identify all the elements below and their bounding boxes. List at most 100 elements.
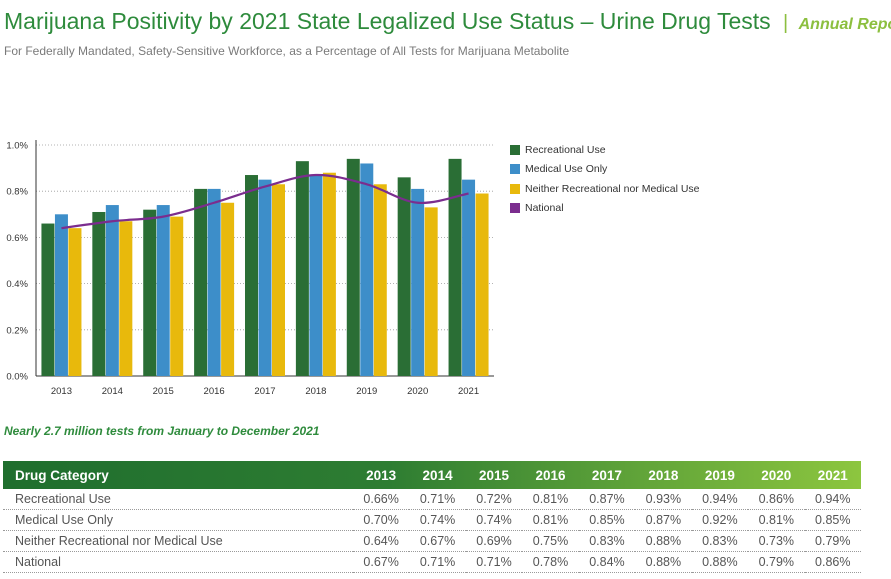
table-cell-value: 0.86% bbox=[804, 551, 861, 573]
table-cell-value: 0.88% bbox=[691, 551, 749, 573]
chart-legend: Recreational Use Medical Use Only Neither … bbox=[510, 140, 700, 218]
table-cell-value: 0.88% bbox=[635, 530, 692, 552]
legend-item: Recreational Use bbox=[510, 140, 700, 160]
table-cell-value: 0.78% bbox=[522, 551, 579, 573]
bar bbox=[346, 158, 360, 376]
table-cell-value: 0.79% bbox=[804, 530, 861, 552]
table-cell-value: 0.71% bbox=[465, 551, 523, 573]
annual-report-label: Annual Report bbox=[798, 16, 891, 33]
table-cell-value: 0.81% bbox=[522, 489, 579, 510]
bar bbox=[272, 184, 285, 376]
y-tick-label: 0.6% bbox=[6, 233, 28, 244]
table-cell-value: 0.94% bbox=[691, 489, 749, 510]
table-cell-value: 0.87% bbox=[578, 489, 636, 510]
bar bbox=[360, 163, 374, 376]
table-cell-category: Medical Use Only bbox=[3, 509, 353, 531]
table-cell-value: 0.67% bbox=[352, 551, 410, 573]
bar bbox=[448, 158, 462, 376]
table-cell-value: 0.79% bbox=[748, 551, 805, 573]
bar bbox=[207, 188, 221, 376]
legend-item: National bbox=[510, 199, 700, 219]
y-tick-label: 0.4% bbox=[6, 279, 28, 290]
bar bbox=[68, 228, 82, 376]
bar bbox=[475, 193, 489, 376]
table-cell-category: Neither Recreational nor Medical Use bbox=[3, 530, 353, 552]
title-separator: | bbox=[783, 12, 789, 34]
bar bbox=[143, 209, 157, 376]
table-cell-value: 0.94% bbox=[804, 489, 861, 510]
table-body: Recreational Use 0.66% 0.71% 0.72% 0.81% 0.87… bbox=[3, 489, 861, 573]
legend-swatch bbox=[510, 144, 520, 155]
x-tick-label: 2018 bbox=[305, 386, 326, 397]
chart-subtitle: For Federally Mandated, Safety-Sensitive… bbox=[4, 44, 570, 58]
table-header-year: 2019 bbox=[704, 467, 735, 483]
table-header-row: Drug Category 2013 2014 2015 2016 2017 2018 201… bbox=[3, 461, 861, 489]
table-cell-value: 0.71% bbox=[409, 489, 466, 510]
x-tick-label: 2014 bbox=[102, 386, 123, 397]
x-tick-label: 2020 bbox=[407, 386, 428, 397]
x-tick-label: 2015 bbox=[153, 386, 174, 397]
bar bbox=[245, 175, 258, 376]
table-header-category: Drug Category bbox=[15, 467, 109, 483]
table-cell-value: 0.70% bbox=[352, 509, 410, 531]
table-cell-value: 0.74% bbox=[465, 509, 523, 531]
table-cell-value: 0.85% bbox=[578, 509, 636, 531]
table-cell-value: 0.69% bbox=[465, 530, 523, 552]
table-cell-value: 0.84% bbox=[578, 551, 636, 573]
bar bbox=[309, 175, 323, 376]
bar bbox=[105, 205, 119, 376]
bar bbox=[411, 188, 425, 376]
table-row: National 0.67% 0.71% 0.71% 0.78% 0.84% 0.88% 0.… bbox=[3, 551, 861, 573]
legend-swatch bbox=[510, 203, 520, 214]
table-header-year: 2021 bbox=[817, 467, 848, 483]
bar bbox=[92, 211, 106, 376]
x-tick-label: 2013 bbox=[51, 386, 72, 397]
x-tick-label: 2017 bbox=[254, 386, 275, 397]
table-cell-value: 0.85% bbox=[804, 509, 861, 531]
data-table: Drug Category 2013 2014 2015 2016 2017 2018 201… bbox=[3, 461, 861, 573]
bar bbox=[119, 221, 133, 376]
table-cell-value: 0.93% bbox=[635, 489, 692, 510]
bar bbox=[295, 161, 309, 376]
table-header-year: 2014 bbox=[422, 467, 453, 483]
table-cell-value: 0.71% bbox=[409, 551, 466, 573]
table-cell-value: 0.73% bbox=[748, 530, 805, 552]
table-cell-value: 0.67% bbox=[409, 530, 466, 552]
legend-label: Recreational Use bbox=[525, 143, 606, 156]
bar bbox=[156, 205, 170, 376]
bar bbox=[170, 216, 184, 376]
bar-chart: 0.0% 0.2% 0.4% 0.6% 0.8% 1.0% 2013 2014 2015 2016… bbox=[6, 140, 494, 397]
table-header-year: 2018 bbox=[648, 467, 679, 483]
table-cell-value: 0.83% bbox=[691, 530, 749, 552]
bar bbox=[54, 214, 68, 376]
x-tick-label: 2016 bbox=[204, 386, 225, 397]
table-cell-value: 0.86% bbox=[748, 489, 805, 510]
x-tick-label: 2019 bbox=[356, 386, 377, 397]
chart-title: Marijuana Positivity by 2021 State Legal… bbox=[4, 8, 891, 35]
table-header-year: 2017 bbox=[591, 467, 622, 483]
bar bbox=[462, 179, 476, 376]
bar bbox=[221, 202, 235, 376]
legend-swatch bbox=[510, 164, 520, 175]
table-cell-category: Recreational Use bbox=[3, 489, 353, 510]
table-cell-value: 0.92% bbox=[691, 509, 749, 531]
table-header-year: 2016 bbox=[535, 467, 566, 483]
bar bbox=[373, 184, 387, 376]
table-cell-value: 0.87% bbox=[635, 509, 692, 531]
legend-swatch bbox=[510, 183, 520, 194]
table-cell-value: 0.72% bbox=[465, 489, 523, 510]
legend-label: Medical Use Only bbox=[525, 163, 608, 176]
table-header-year: 2015 bbox=[479, 467, 510, 483]
legend-label: Neither Recreational nor Medical Use bbox=[525, 182, 700, 195]
table-row: Neither Recreational nor Medical Use 0.64… bbox=[3, 530, 861, 552]
bar bbox=[258, 179, 272, 376]
bar bbox=[424, 207, 438, 376]
bar bbox=[41, 223, 55, 376]
legend-item: Medical Use Only bbox=[510, 160, 700, 180]
x-tick-label: 2021 bbox=[458, 386, 479, 397]
table-cell-value: 0.81% bbox=[522, 509, 579, 531]
y-tick-label: 0.8% bbox=[6, 187, 28, 198]
table-cell-value: 0.88% bbox=[635, 551, 692, 573]
legend-label: National bbox=[525, 202, 564, 215]
table-cell-value: 0.81% bbox=[748, 509, 805, 531]
